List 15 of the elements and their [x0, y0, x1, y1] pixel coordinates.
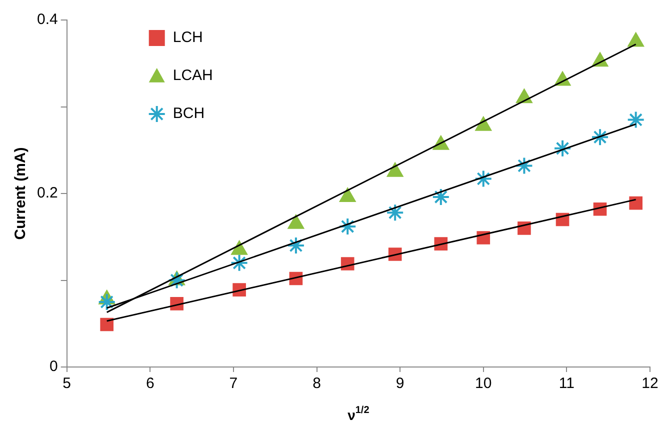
- y-tick-label: 0: [50, 358, 58, 376]
- x-tick-label: 12: [642, 375, 658, 392]
- x-tick-label: 8: [312, 375, 321, 392]
- y-axis-title: Current (mA): [12, 147, 30, 240]
- x-tick-label: 7: [229, 375, 238, 392]
- legend-label: LCH: [172, 29, 203, 46]
- y-tick-label: 0.4: [36, 11, 58, 28]
- x-tick-label: 5: [62, 375, 72, 392]
- x-tick-label: 9: [396, 375, 404, 392]
- x-tick-label: 10: [475, 375, 492, 392]
- legend-label: LCAH: [172, 67, 213, 84]
- legend-label: BCH: [172, 105, 205, 122]
- x-tick-label: 11: [558, 375, 574, 392]
- y-tick-label: 0.2: [36, 184, 58, 202]
- x-tick-label: 6: [146, 375, 154, 392]
